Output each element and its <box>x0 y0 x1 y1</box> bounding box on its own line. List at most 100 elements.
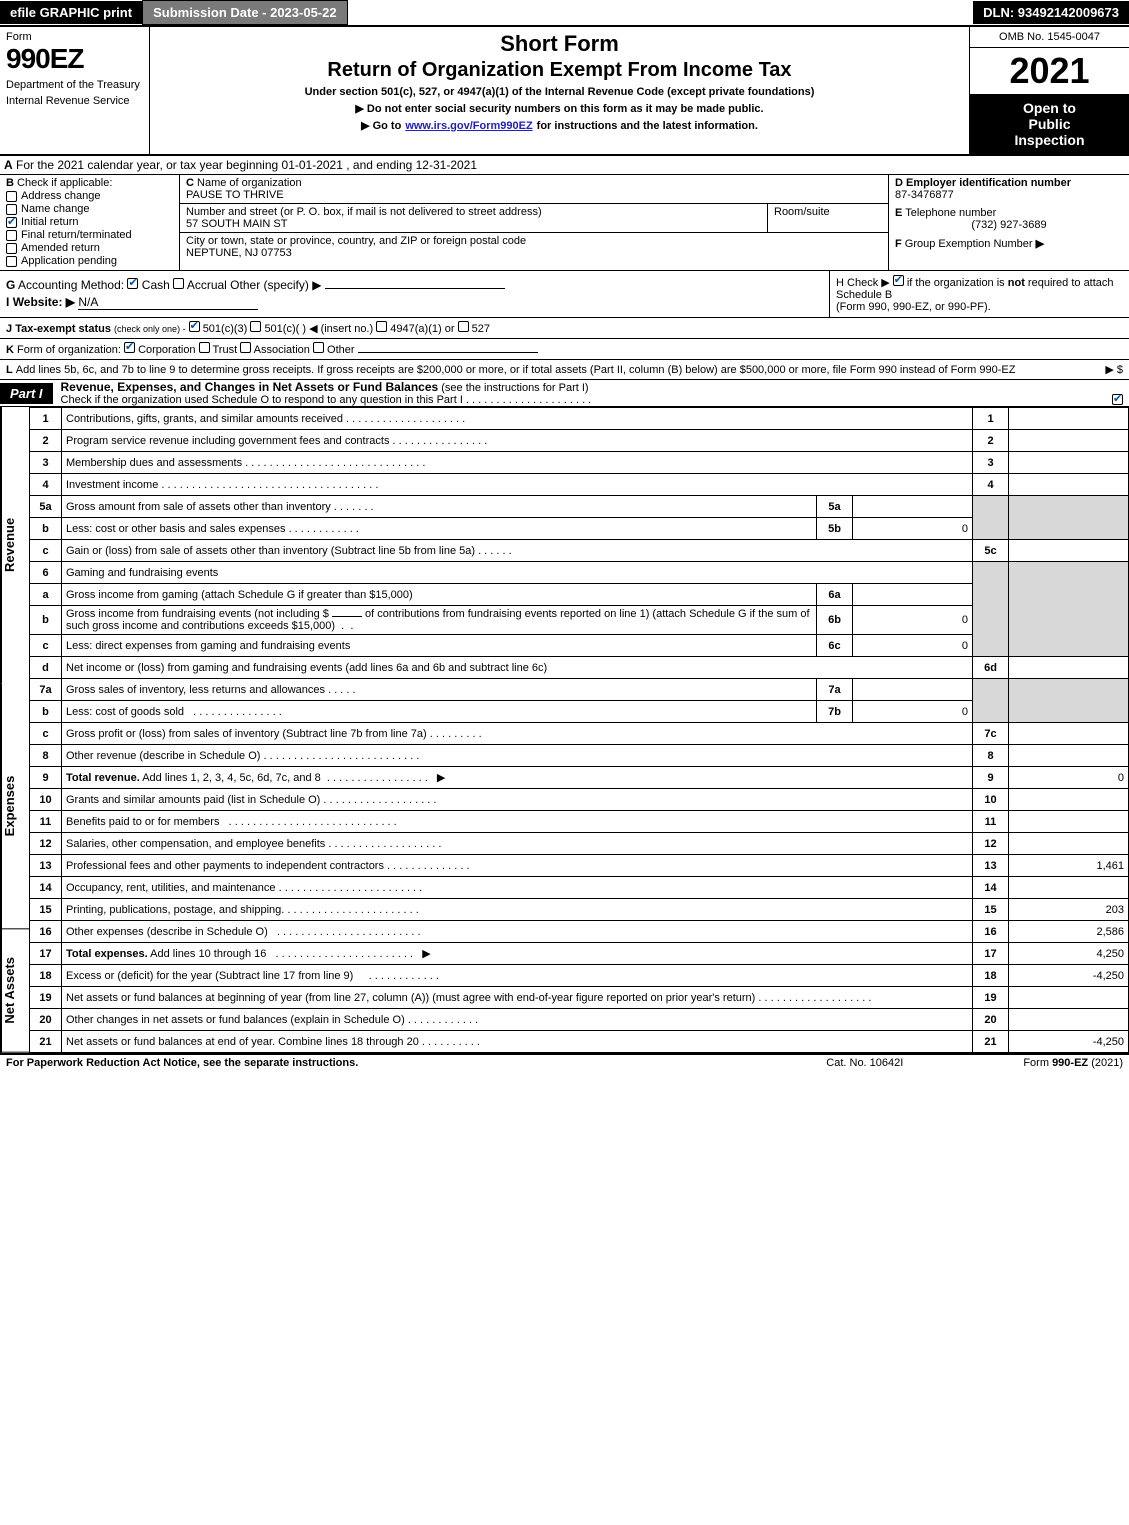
line-7a: 7a Gross sales of inventory, less return… <box>30 679 1129 701</box>
city-value: NEPTUNE, NJ 07753 <box>186 247 292 259</box>
col-b: B Check if applicable: Address change Na… <box>0 175 180 270</box>
chk-address-change[interactable] <box>6 191 17 202</box>
v15: 203 <box>1009 899 1129 921</box>
chk-527[interactable] <box>458 321 469 332</box>
l16-desc: Other expenses (describe in Schedule O) <box>66 926 268 938</box>
dln-label: DLN: 93492142009673 <box>973 1 1129 24</box>
other-org-input[interactable] <box>358 352 538 353</box>
h-text4: (Form 990, 990-EZ, or 990-PF). <box>836 301 991 313</box>
l13-desc: Professional fees and other payments to … <box>66 860 384 872</box>
chk-501c3[interactable] <box>189 321 200 332</box>
top-bar: efile GRAPHIC print Submission Date - 20… <box>0 0 1129 27</box>
insert-no: ◀ (insert no.) <box>309 323 373 335</box>
line-1: 1 Contributions, gifts, grants, and simi… <box>30 408 1129 430</box>
page-footer: For Paperwork Reduction Act Notice, see … <box>0 1053 1129 1071</box>
tax-year: 2021 <box>970 48 1129 94</box>
tax-year-range: For the 2021 calendar year, or tax year … <box>16 158 477 172</box>
check-if-applicable: Check if applicable: <box>17 177 112 189</box>
l5c-desc: Gain or (loss) from sale of assets other… <box>66 545 475 557</box>
header-left: Form 990EZ Department of the Treasury In… <box>0 27 150 154</box>
chk-name-change[interactable] <box>6 204 17 215</box>
l3-desc: Membership dues and assessments <box>66 457 242 469</box>
lbl-501c3: 501(c)(3) <box>203 323 248 335</box>
lbl-name-change: Name change <box>21 203 90 215</box>
h-not: not <box>1008 277 1025 289</box>
chk-accrual[interactable] <box>173 278 184 289</box>
line-5c: c Gain or (loss) from sale of assets oth… <box>30 540 1129 562</box>
form-of-org-label: Form of organization: <box>17 344 121 356</box>
chk-final-return[interactable] <box>6 230 17 241</box>
ein-label: Employer identification number <box>906 177 1071 189</box>
line-6: 6 Gaming and fundraising events <box>30 562 1129 584</box>
telephone-label: Telephone number <box>905 207 996 219</box>
goto-post: for instructions and the latest informat… <box>537 120 758 132</box>
lbl-address-change: Address change <box>21 190 101 202</box>
line-7b: b Less: cost of goods sold . . . . . . .… <box>30 701 1129 723</box>
check-only-one: (check only one) - <box>114 324 186 334</box>
side-revenue: Revenue <box>1 407 29 683</box>
line-5b: b Less: cost or other basis and sales ex… <box>30 518 1129 540</box>
l18-desc: Excess or (deficit) for the year (Subtra… <box>66 970 353 982</box>
line-2: 2 Program service revenue including gove… <box>30 430 1129 452</box>
v16: 2,586 <box>1009 921 1129 943</box>
l2-desc: Program service revenue including govern… <box>66 435 389 447</box>
chk-other-org[interactable] <box>313 342 324 353</box>
goto-instructions: ▶ Go to www.irs.gov/Form990EZ for instru… <box>158 119 961 132</box>
chk-trust[interactable] <box>199 342 210 353</box>
line-11: 11 Benefits paid to or for members . . .… <box>30 811 1129 833</box>
other-specify-input[interactable] <box>325 288 505 289</box>
v9: 0 <box>1009 767 1129 789</box>
lbl-cash: Cash <box>142 278 170 292</box>
chk-corporation[interactable] <box>124 342 135 353</box>
catalog-number: Cat. No. 10642I <box>826 1057 903 1069</box>
lbl-application-pending: Application pending <box>21 255 117 267</box>
code-sections: Under section 501(c), 527, or 4947(a)(1)… <box>158 86 961 98</box>
l6d-desc: Net income or (loss) from gaming and fun… <box>66 662 547 674</box>
website-label: Website: ▶ <box>13 295 75 309</box>
irs-link[interactable]: www.irs.gov/Form990EZ <box>405 120 532 132</box>
chk-application-pending[interactable] <box>6 256 17 267</box>
chk-amended-return[interactable] <box>6 243 17 254</box>
lbl-527: 527 <box>472 323 490 335</box>
line-18: 18 Excess or (deficit) for the year (Sub… <box>30 965 1129 987</box>
line-4: 4 Investment income . . . . . . . . . . … <box>30 474 1129 496</box>
l6b-pre: Gross income from fundraising events (no… <box>66 608 329 620</box>
side-netassets: Net Assets <box>1 929 29 1053</box>
lett-i: I <box>6 295 9 309</box>
v13: 1,461 <box>1009 855 1129 877</box>
street-value: 57 SOUTH MAIN ST <box>186 218 287 230</box>
section-bcd: B Check if applicable: Address change Na… <box>0 175 1129 271</box>
l6c-desc: Less: direct expenses from gaming and fu… <box>66 640 350 652</box>
chk-cash[interactable] <box>127 278 138 289</box>
lbl-accrual: Accrual <box>187 278 227 292</box>
chk-initial-return[interactable] <box>6 217 17 228</box>
efile-print-link[interactable]: efile GRAPHIC print <box>0 1 142 24</box>
chk-501c[interactable] <box>250 321 261 332</box>
l1-desc: Contributions, gifts, grants, and simila… <box>66 413 343 425</box>
header-right: OMB No. 1545-0047 2021 Open to Public In… <box>969 27 1129 154</box>
l9-title: Total revenue. <box>66 772 140 784</box>
org-name: PAUSE TO THRIVE <box>186 189 284 201</box>
l15-desc: Printing, publications, postage, and shi… <box>66 904 284 916</box>
ghi-left: G Accounting Method: Cash Accrual Other … <box>0 271 829 317</box>
chk-4947[interactable] <box>376 321 387 332</box>
footer-form-number: 990-EZ <box>1052 1057 1088 1069</box>
chk-schedule-o[interactable] <box>1112 394 1123 405</box>
form-word: Form <box>6 31 143 43</box>
l6b-blank[interactable] <box>332 616 362 617</box>
line-10: 10 Grants and similar amounts paid (list… <box>30 789 1129 811</box>
header-center: Short Form Return of Organization Exempt… <box>150 27 969 154</box>
v6b: 0 <box>853 606 973 635</box>
chk-association[interactable] <box>240 342 251 353</box>
l17-post: Add lines 10 through 16 <box>150 948 266 960</box>
l8-desc: Other revenue (describe in Schedule O) <box>66 750 260 762</box>
name-of-org-label: Name of organization <box>197 177 302 189</box>
col-c: C Name of organization PAUSE TO THRIVE N… <box>180 175 889 270</box>
omb-number: OMB No. 1545-0047 <box>970 27 1129 48</box>
paperwork-notice: For Paperwork Reduction Act Notice, see … <box>6 1057 358 1069</box>
row-ghi: G Accounting Method: Cash Accrual Other … <box>0 271 1129 318</box>
chk-schedule-b[interactable] <box>893 275 904 286</box>
v21: -4,250 <box>1009 1031 1129 1053</box>
l-arrow-dollar: ▶ $ <box>1105 363 1123 376</box>
line-6a: a Gross income from gaming (attach Sched… <box>30 584 1129 606</box>
